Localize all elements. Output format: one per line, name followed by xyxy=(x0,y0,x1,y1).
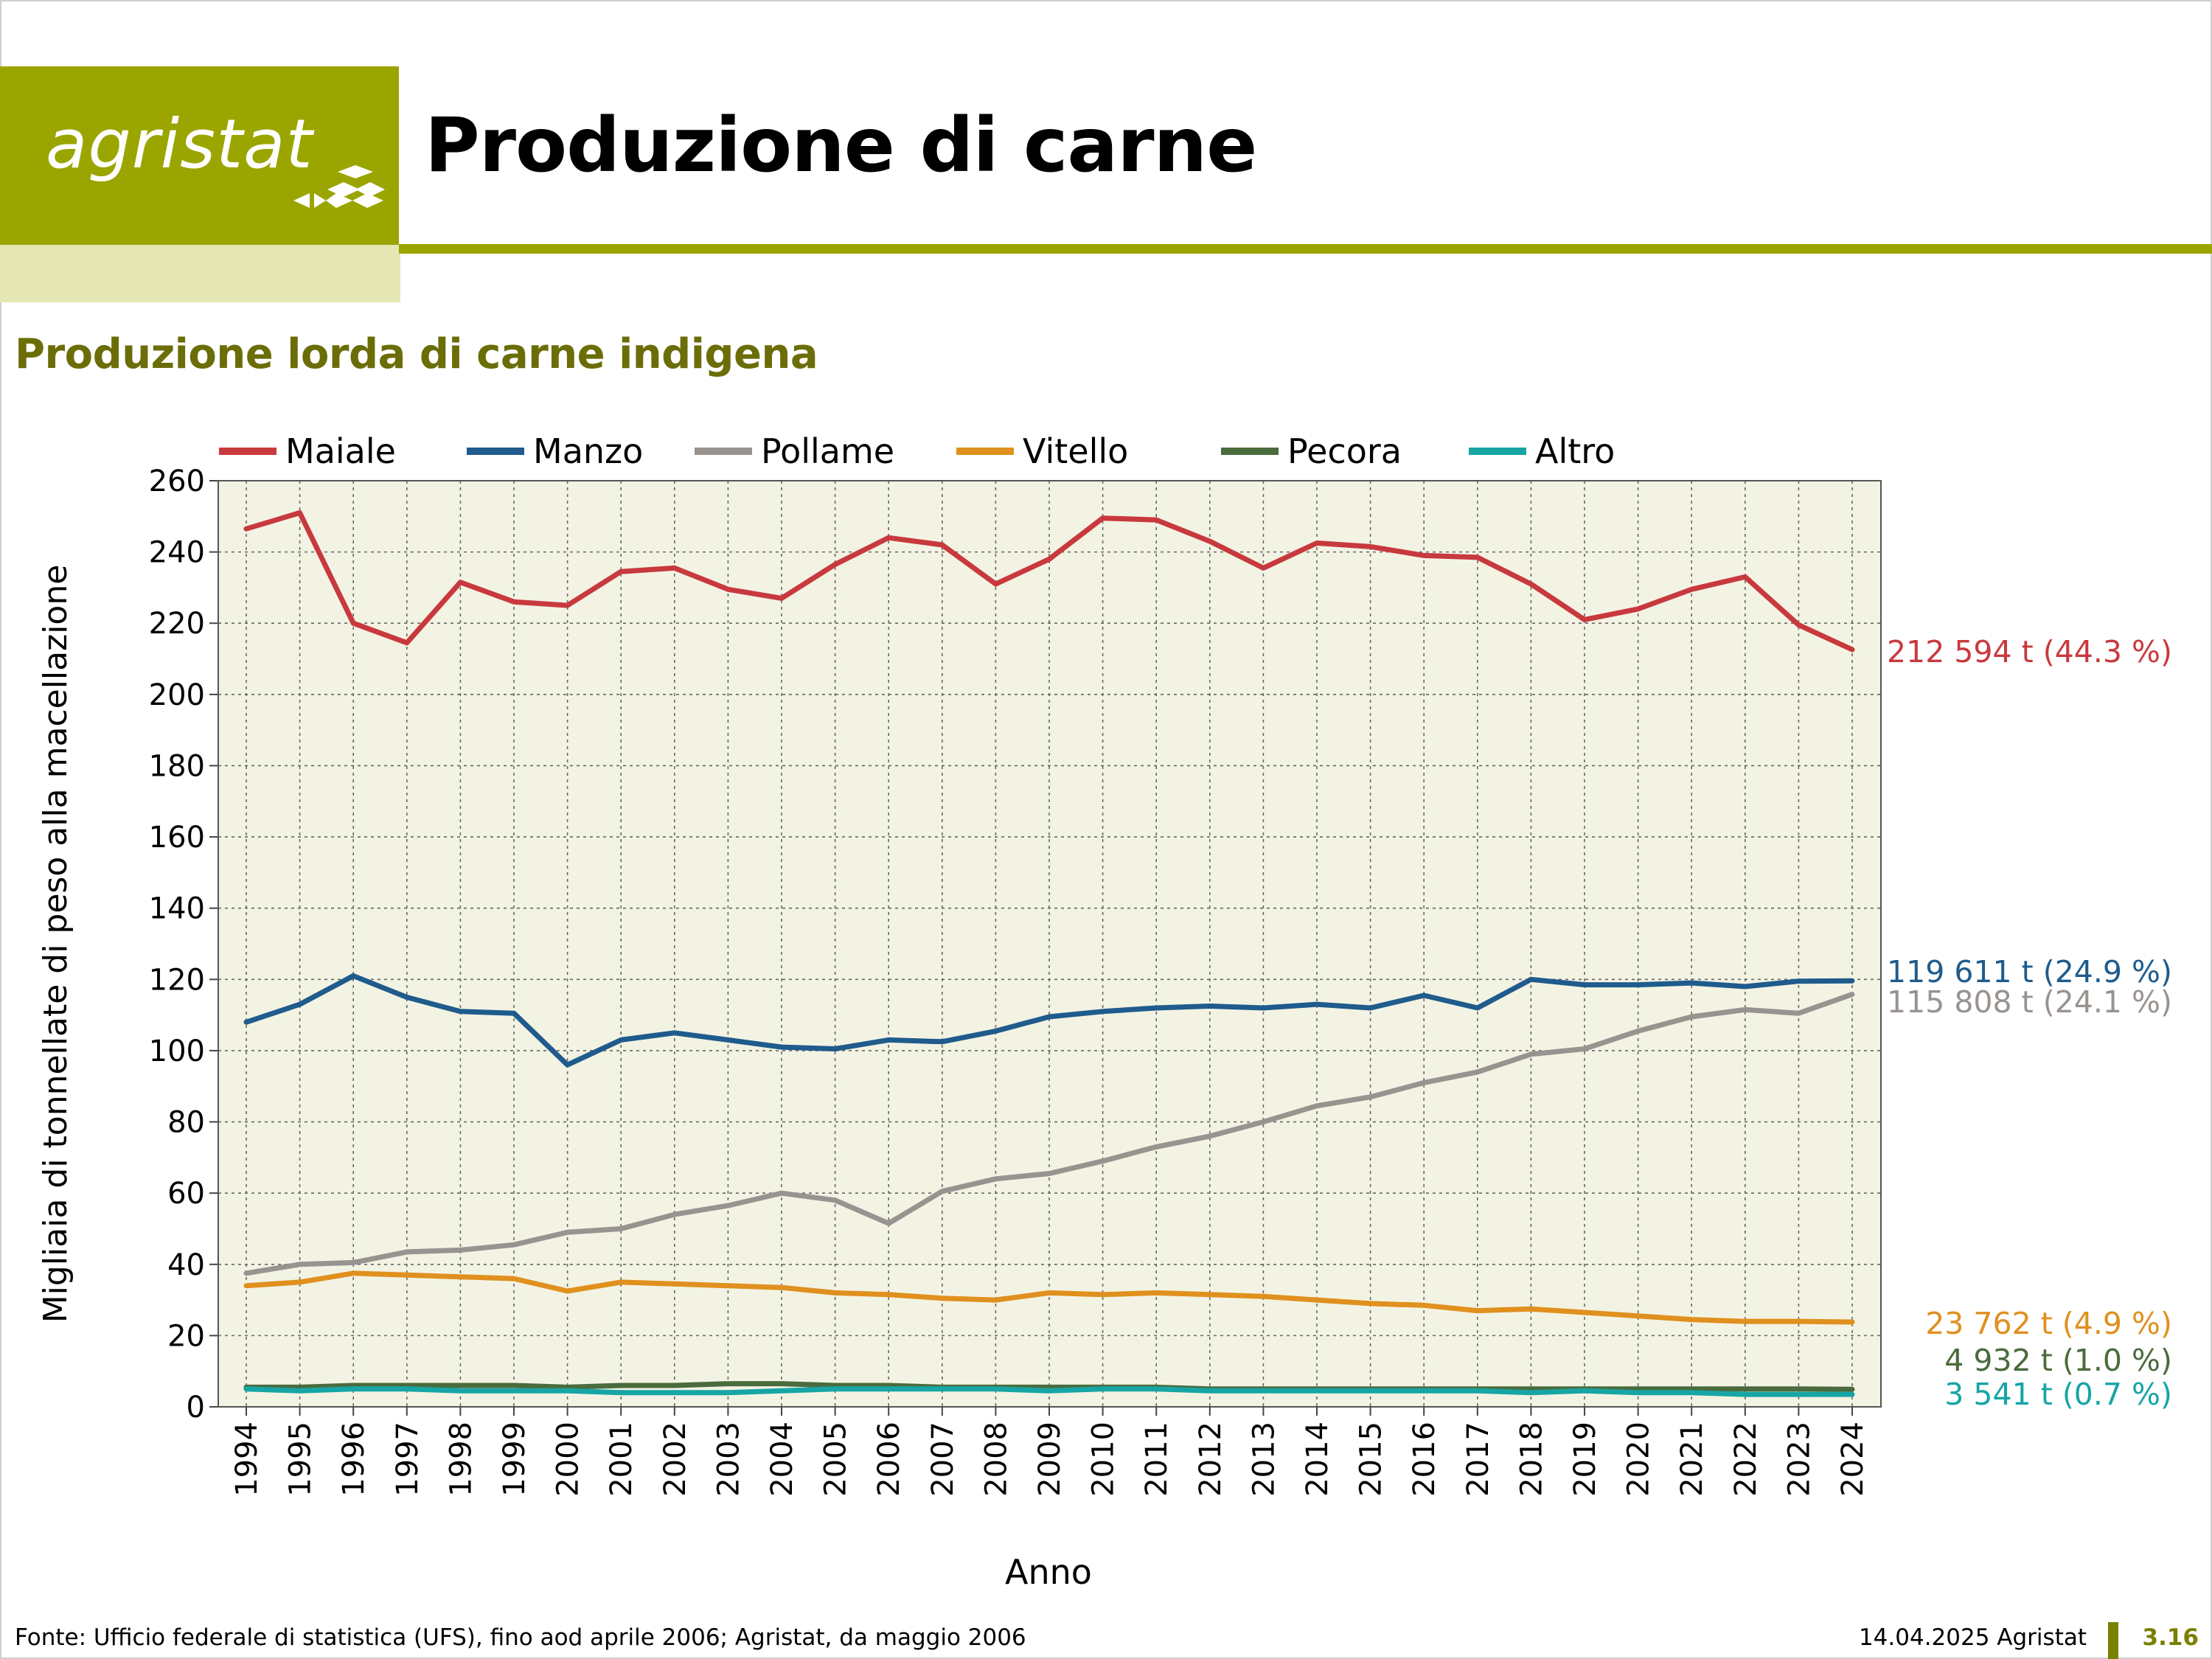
series-line-vitello xyxy=(243,1270,1855,1325)
y-tick-label: 120 xyxy=(149,963,205,997)
legend-label-altro: Altro xyxy=(1535,431,1615,471)
y-tick-label: 260 xyxy=(149,465,205,498)
x-tick-label: 2005 xyxy=(819,1422,853,1497)
x-tick-label: 2017 xyxy=(1461,1422,1495,1497)
end-value-label-altro: 3 541 t (0.7 %) xyxy=(1944,1377,2172,1412)
y-axis-title: Migliaia di tonnellate di peso alla mace… xyxy=(37,565,74,1324)
logo-diamonds-icon xyxy=(293,165,385,208)
x-tick-label: 2021 xyxy=(1675,1422,1709,1497)
x-axis-title: Anno xyxy=(1005,1552,1092,1592)
x-tick-label: 2000 xyxy=(552,1422,585,1497)
footer-date: 14.04.2025 Agristat xyxy=(1858,1624,2087,1651)
x-tick-label: 2008 xyxy=(979,1422,1013,1497)
footer-divider xyxy=(2108,1622,2118,1659)
series-line-maiale xyxy=(243,510,1855,653)
end-value-label-pollame: 115 808 t (24.1 %) xyxy=(1887,984,2172,1020)
x-tick-label: 1999 xyxy=(498,1422,532,1497)
x-tick-label: 2010 xyxy=(1087,1422,1121,1497)
logo-box xyxy=(0,66,399,245)
page-number: 3.16 xyxy=(2142,1624,2199,1651)
x-tick-label: 1998 xyxy=(444,1422,478,1497)
x-tick-label: 1997 xyxy=(391,1422,425,1497)
x-tick-label: 2024 xyxy=(1836,1422,1870,1497)
page-title: Produzione di carne xyxy=(425,102,1257,189)
series-line-manzo xyxy=(243,973,1855,1068)
x-tick-label: 2004 xyxy=(765,1422,799,1497)
x-tick-label: 1994 xyxy=(230,1422,264,1497)
legend-label-pollame: Pollame xyxy=(761,431,894,471)
x-tick-label: 1995 xyxy=(284,1422,318,1497)
header-rule xyxy=(399,244,2212,254)
end-value-label-pecora: 4 932 t (1.0 %) xyxy=(1944,1343,2172,1378)
x-tick-label: 2007 xyxy=(926,1422,960,1497)
y-tick-label: 160 xyxy=(149,821,205,855)
end-value-label-manzo: 119 611 t (24.9 %) xyxy=(1887,954,2172,990)
series-line-altro xyxy=(243,1386,1855,1397)
y-tick-label: 40 xyxy=(167,1248,205,1282)
end-value-label-maiale: 212 594 t (44.3 %) xyxy=(1887,634,2172,669)
x-tick-label: 2011 xyxy=(1140,1422,1174,1497)
legend-label-maiale: Maiale xyxy=(285,431,396,471)
y-tick-label: 220 xyxy=(149,607,205,641)
x-tick-label: 2014 xyxy=(1301,1422,1335,1497)
source-note: Fonte: Ufficio federale di statistica (U… xyxy=(15,1624,1026,1651)
logo-strip xyxy=(0,245,400,302)
x-tick-label: 2009 xyxy=(1033,1422,1067,1497)
y-tick-label: 240 xyxy=(149,536,205,570)
logo-wordmark: agristat xyxy=(46,105,313,184)
x-tick-label: 1996 xyxy=(337,1422,371,1497)
legend-label-pecora: Pecora xyxy=(1287,431,1402,471)
y-tick-label: 100 xyxy=(149,1034,205,1068)
x-tick-label: 2013 xyxy=(1247,1422,1281,1497)
x-tick-label: 2003 xyxy=(712,1422,745,1497)
y-tick-label: 140 xyxy=(149,892,205,926)
y-tick-label: 80 xyxy=(167,1106,205,1140)
x-tick-label: 2023 xyxy=(1782,1422,1816,1497)
y-tick-label: 200 xyxy=(149,678,205,712)
x-tick-label: 2020 xyxy=(1622,1422,1656,1497)
plot-area xyxy=(218,481,1881,1407)
x-tick-label: 2022 xyxy=(1729,1422,1763,1497)
x-tick-label: 2018 xyxy=(1514,1422,1548,1497)
x-tick-label: 2019 xyxy=(1568,1422,1602,1497)
x-tick-label: 2015 xyxy=(1354,1422,1388,1497)
x-tick-label: 2006 xyxy=(872,1422,906,1497)
x-tick-label: 2001 xyxy=(605,1422,639,1497)
x-tick-label: 2012 xyxy=(1194,1422,1228,1497)
series-line-pollame xyxy=(243,992,1855,1276)
y-tick-label: 0 xyxy=(187,1391,205,1425)
x-tick-label: 2002 xyxy=(658,1422,692,1497)
y-tick-label: 60 xyxy=(167,1177,205,1211)
x-tick-label: 2016 xyxy=(1408,1422,1441,1497)
y-tick-label: 20 xyxy=(167,1319,205,1353)
end-value-label-vitello: 23 762 t (4.9 %) xyxy=(1925,1306,2172,1341)
legend-label-vitello: Vitello xyxy=(1023,431,1128,471)
legend-label-manzo: Manzo xyxy=(533,431,643,471)
y-tick-label: 180 xyxy=(149,749,205,783)
chart-subtitle: Produzione lorda di carne indigena xyxy=(15,330,818,378)
